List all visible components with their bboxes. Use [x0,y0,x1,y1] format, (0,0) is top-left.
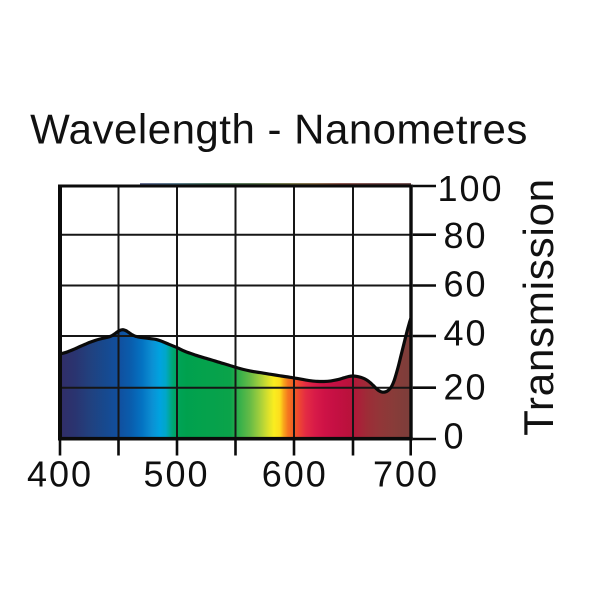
svg-text:80: 80 [444,215,488,256]
svg-text:40: 40 [444,313,488,354]
svg-text:0: 0 [444,416,466,457]
svg-text:20: 20 [444,367,488,408]
svg-text:700: 700 [373,454,439,495]
svg-text:400: 400 [27,454,93,495]
svg-text:100: 100 [438,168,504,209]
svg-text:60: 60 [444,264,488,305]
svg-text:Wavelength - Nanometres: Wavelength - Nanometres [30,106,528,153]
svg-text:600: 600 [262,454,328,495]
svg-text:Transmission: Transmission [515,178,562,436]
svg-text:500: 500 [143,454,209,495]
